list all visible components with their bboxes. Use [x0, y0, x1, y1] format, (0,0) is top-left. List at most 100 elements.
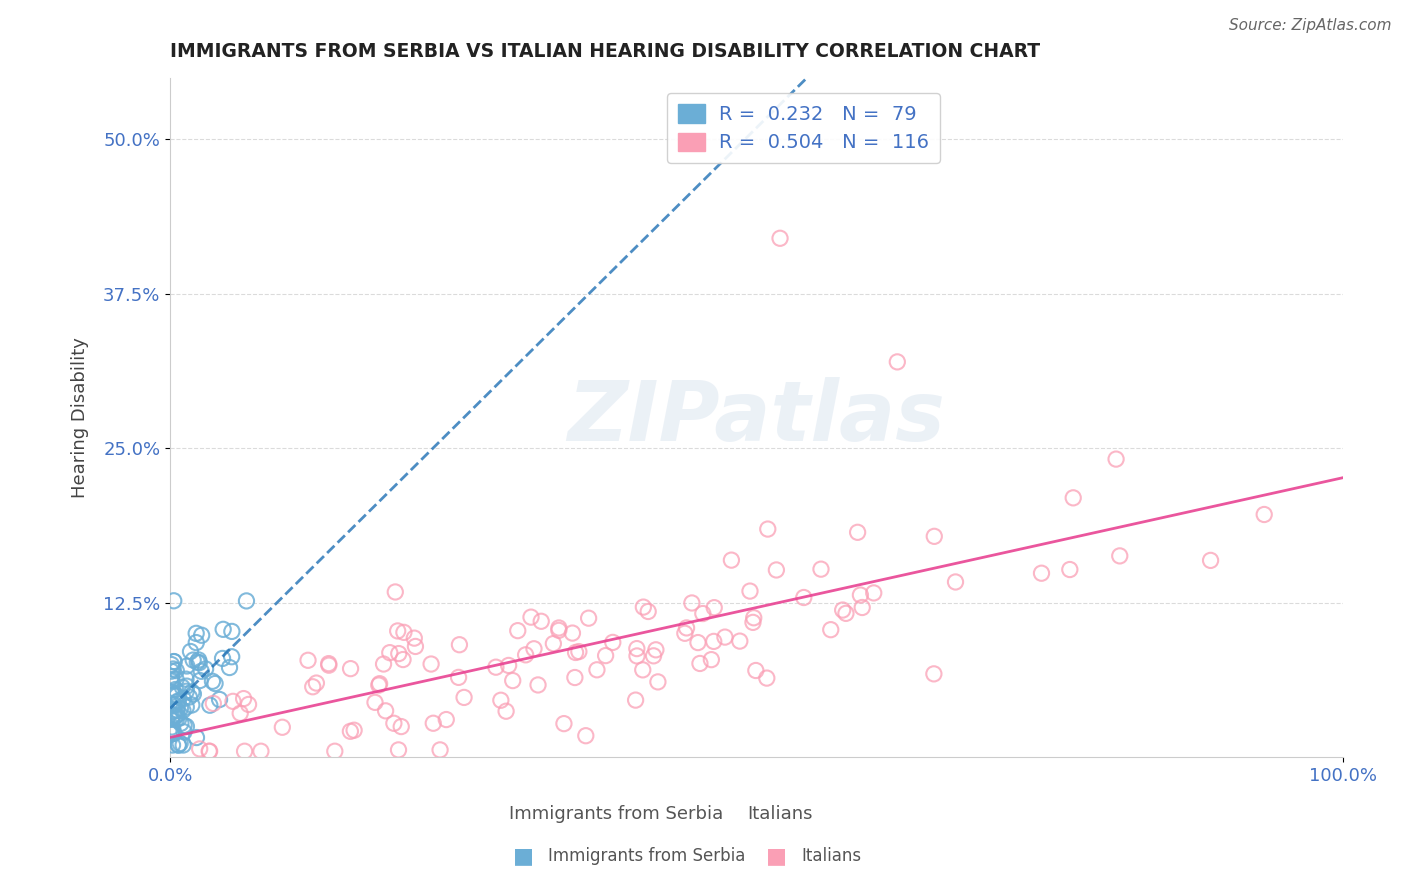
Point	[1108, 549, 1130, 563]
Point	[422, 716, 444, 731]
Point	[318, 657, 340, 671]
Text: ZIPatlas: ZIPatlas	[568, 377, 945, 458]
Point	[392, 652, 415, 666]
Point	[849, 588, 872, 602]
Point	[163, 687, 186, 701]
Point	[553, 716, 575, 731]
Point	[163, 726, 186, 740]
Point	[738, 584, 761, 599]
Point	[449, 638, 471, 652]
Point	[846, 525, 869, 540]
Point	[170, 716, 193, 731]
Point	[162, 662, 184, 676]
Point	[673, 626, 696, 640]
Point	[447, 670, 470, 684]
Point	[886, 355, 908, 369]
Point	[388, 647, 411, 661]
Point	[810, 562, 832, 576]
Point	[392, 625, 415, 640]
Point	[235, 594, 257, 608]
Point	[728, 634, 751, 648]
Text: ■: ■	[513, 847, 534, 866]
Point	[1062, 491, 1084, 505]
Point	[434, 713, 457, 727]
Point	[172, 680, 194, 694]
Point	[765, 563, 787, 577]
Point	[339, 724, 361, 739]
Point	[183, 687, 205, 701]
Point	[163, 704, 186, 718]
Point	[166, 689, 188, 703]
Point	[495, 704, 517, 718]
Point	[188, 673, 211, 688]
Point	[186, 731, 208, 745]
Point	[160, 724, 183, 739]
Point	[498, 658, 520, 673]
Point	[644, 642, 666, 657]
Point	[631, 663, 654, 677]
Point	[179, 644, 201, 658]
Point	[578, 611, 600, 625]
Point	[165, 709, 187, 723]
Point	[174, 672, 197, 686]
Point	[297, 653, 319, 667]
Point	[343, 723, 366, 738]
Point	[922, 529, 945, 543]
Text: IMMIGRANTS FROM SERBIA VS ITALIAN HEARING DISABILITY CORRELATION CHART: IMMIGRANTS FROM SERBIA VS ITALIAN HEARIN…	[170, 42, 1040, 61]
Point	[681, 596, 703, 610]
Point	[548, 621, 571, 635]
Point	[165, 712, 187, 726]
Point	[160, 727, 183, 741]
Text: Source: ZipAtlas.com: Source: ZipAtlas.com	[1229, 18, 1392, 33]
Point	[186, 655, 208, 669]
Point	[633, 600, 655, 615]
Point	[194, 662, 217, 676]
Point	[202, 697, 225, 711]
Point	[173, 718, 195, 732]
Point	[647, 674, 669, 689]
Point	[945, 574, 967, 589]
Point	[575, 729, 598, 743]
Point	[404, 640, 426, 654]
Point	[626, 648, 648, 663]
Point	[527, 678, 550, 692]
Point	[689, 657, 711, 671]
Point	[389, 720, 412, 734]
Point	[742, 615, 765, 630]
Point	[543, 637, 565, 651]
Point	[180, 685, 202, 699]
Point	[485, 660, 508, 674]
Point	[835, 607, 858, 621]
Point	[1253, 508, 1275, 522]
Point	[862, 586, 884, 600]
Point	[561, 626, 583, 640]
Point	[190, 628, 212, 642]
Point	[637, 605, 659, 619]
Point	[745, 664, 768, 678]
Point	[166, 703, 188, 717]
Point	[624, 693, 647, 707]
Point	[160, 712, 183, 726]
Point	[167, 711, 190, 725]
Point	[1199, 553, 1222, 567]
Point	[547, 624, 569, 638]
Point	[387, 624, 409, 638]
Point	[586, 663, 609, 677]
Point	[186, 635, 208, 649]
Point	[160, 711, 183, 725]
Point	[176, 719, 198, 733]
Point	[179, 690, 201, 704]
Point	[165, 682, 187, 697]
Point	[188, 656, 211, 670]
Point	[368, 676, 391, 690]
Point	[523, 641, 546, 656]
Point	[742, 611, 765, 625]
Point	[755, 671, 778, 685]
Point	[162, 689, 184, 703]
Point	[382, 716, 405, 731]
Point	[318, 658, 340, 673]
Point	[305, 676, 328, 690]
Point	[208, 692, 231, 706]
Point	[564, 645, 586, 659]
Point	[221, 624, 243, 639]
